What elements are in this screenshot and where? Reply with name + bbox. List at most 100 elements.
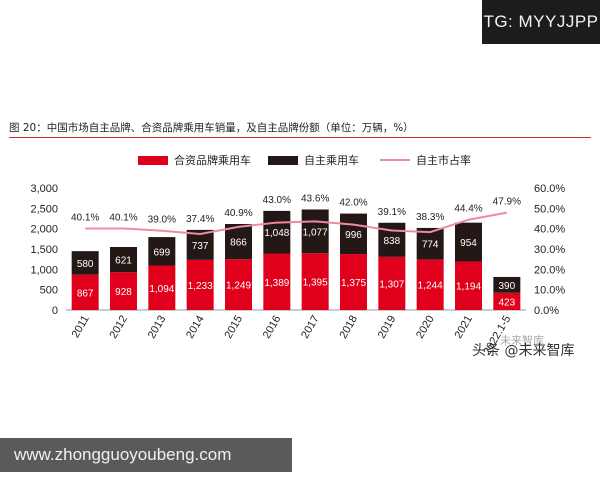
bar-jv-value-label: 1,395	[303, 278, 328, 289]
legend-label-own: 自主乘用车	[304, 154, 359, 167]
y-right-tick-label: 50.0%	[534, 203, 565, 215]
y-left-tick-label: 3,000	[30, 183, 58, 195]
watermark-text: 头条 @未来智库	[472, 343, 575, 359]
x-category-label: 2018	[337, 314, 360, 341]
bar-own-value-label: 737	[192, 241, 209, 252]
bar-jv-value-label: 1,375	[341, 278, 366, 289]
share-value-label: 43.6%	[301, 193, 329, 204]
bar-own	[110, 247, 137, 273]
bar-own	[455, 222, 482, 262]
bar-jv	[301, 253, 329, 310]
bar-own-value-label: 838	[383, 236, 400, 247]
x-category-label: 2014	[184, 314, 207, 341]
site-url-bar: www.zhongguoyoubeng.com	[0, 438, 292, 472]
legend-item-jv: 合资品牌乘用车	[138, 152, 251, 168]
bar-own-value-label: 774	[422, 240, 439, 251]
bar-own	[225, 223, 252, 260]
y-left-tick-label: 2,000	[30, 224, 58, 236]
bar-own	[416, 227, 444, 260]
bar-jv	[455, 261, 482, 310]
legend-swatch-jv	[138, 155, 168, 165]
bar-jv	[263, 253, 291, 310]
share-value-label: 40.9%	[224, 208, 252, 219]
legend-item-share: 自主市占率	[380, 152, 471, 168]
x-category-label: 2019	[376, 314, 399, 341]
bar-jv	[340, 254, 367, 310]
share-value-label: 47.9%	[493, 197, 521, 208]
x-category-label: 2021	[452, 314, 475, 341]
legend-label-jv: 合资品牌乘用车	[174, 154, 251, 167]
bar-jv-value-label: 1,194	[456, 282, 481, 293]
bar-jv	[71, 274, 99, 310]
bar-own-value-label: 954	[460, 238, 477, 249]
x-category-label: 2017	[299, 314, 322, 341]
share-value-label: 37.4%	[186, 214, 214, 225]
share-value-label: 40.1%	[71, 212, 99, 223]
bar-jv-value-label: 928	[115, 287, 132, 298]
bar-jv	[148, 265, 176, 310]
legend-line-share	[380, 159, 410, 161]
bar-jv-value-label: 1,389	[264, 278, 289, 289]
y-left-tick-label: 1,000	[30, 264, 58, 276]
y-right-tick-label: 10.0%	[534, 285, 565, 297]
bar-own-value-label: 699	[153, 247, 170, 258]
bar-own-value-label: 1,077	[303, 227, 328, 238]
share-value-label: 44.4%	[454, 204, 482, 215]
bar-jv-value-label: 1,233	[188, 281, 213, 292]
bar-own-value-label: 621	[115, 256, 132, 267]
bar-own	[301, 209, 329, 254]
x-category-label: 2015	[222, 314, 245, 341]
bar-own-value-label: 390	[498, 281, 515, 292]
bar-jv	[378, 256, 406, 310]
stacked-bar-chart: 0 500 1,000 1,500 2,000 2,500 3,000 0.0% 10.0% 20…	[30, 183, 565, 357]
share-value-label: 39.0%	[148, 215, 176, 226]
bar-jv	[186, 259, 214, 310]
share-line	[85, 211, 508, 235]
y-left-tick-label: 1,500	[30, 244, 58, 256]
legend-swatch-own	[268, 155, 298, 165]
bar-jv-value-label: 867	[77, 288, 94, 299]
bar-jv	[416, 259, 444, 310]
legend-label-share: 自主市占率	[416, 154, 471, 167]
bar-own	[148, 237, 176, 266]
bar-own	[340, 213, 367, 255]
share-value-label: 39.1%	[378, 207, 406, 218]
x-category-label: 2011	[70, 314, 92, 340]
bar-jv	[493, 292, 521, 310]
bar-own	[71, 251, 99, 275]
x-category-label: 2013	[146, 314, 169, 341]
bar-own-value-label: 580	[77, 259, 94, 270]
bar-jv-value-label: 1,244	[418, 281, 443, 292]
share-value-label: 38.3%	[416, 212, 444, 223]
bar-jv-value-label: 423	[498, 297, 515, 308]
bar-own-value-label: 1,048	[264, 228, 289, 239]
y-right-tick-label: 0.0%	[534, 305, 559, 317]
bar-jv-value-label: 1,249	[226, 281, 251, 292]
y-right-tick-label: 30.0%	[534, 244, 565, 256]
bar-jv-value-label: 1,094	[149, 284, 174, 295]
bar-jv-value-label: 1,307	[379, 279, 404, 290]
bar-own-value-label: 866	[230, 238, 247, 249]
bar-jv	[110, 272, 137, 310]
bar-own	[493, 276, 521, 293]
chart-legend: 合资品牌乘用车 自主乘用车 自主市占率	[0, 152, 600, 170]
y-left-tick-label: 0	[52, 305, 58, 317]
legend-item-own: 自主乘用车	[268, 152, 359, 168]
share-value-label: 43.0%	[263, 195, 291, 206]
x-category-label: 2012	[107, 314, 130, 341]
bar-own-value-label: 996	[345, 230, 362, 241]
x-category-label: 2016	[261, 314, 284, 341]
watermark-faint: 未来智库	[500, 334, 544, 347]
y-left-tick-label: 500	[40, 285, 58, 297]
figure-caption: 图 20：中国市场自主品牌、合资品牌乘用车销量，及自主品牌份额（单位：万辆，%）	[9, 122, 414, 134]
y-left-tick-label: 2,500	[30, 203, 58, 215]
share-value-label: 42.0%	[339, 198, 367, 209]
share-value-label: 40.1%	[109, 212, 137, 223]
bar-own	[263, 210, 291, 254]
y-right-tick-label: 60.0%	[534, 183, 565, 195]
caption-divider	[9, 137, 591, 138]
x-category-label: 2020	[414, 314, 437, 341]
tg-badge: TG: MYYJJPP	[482, 0, 600, 44]
bar-jv	[225, 259, 252, 310]
y-right-tick-label: 20.0%	[534, 264, 565, 276]
